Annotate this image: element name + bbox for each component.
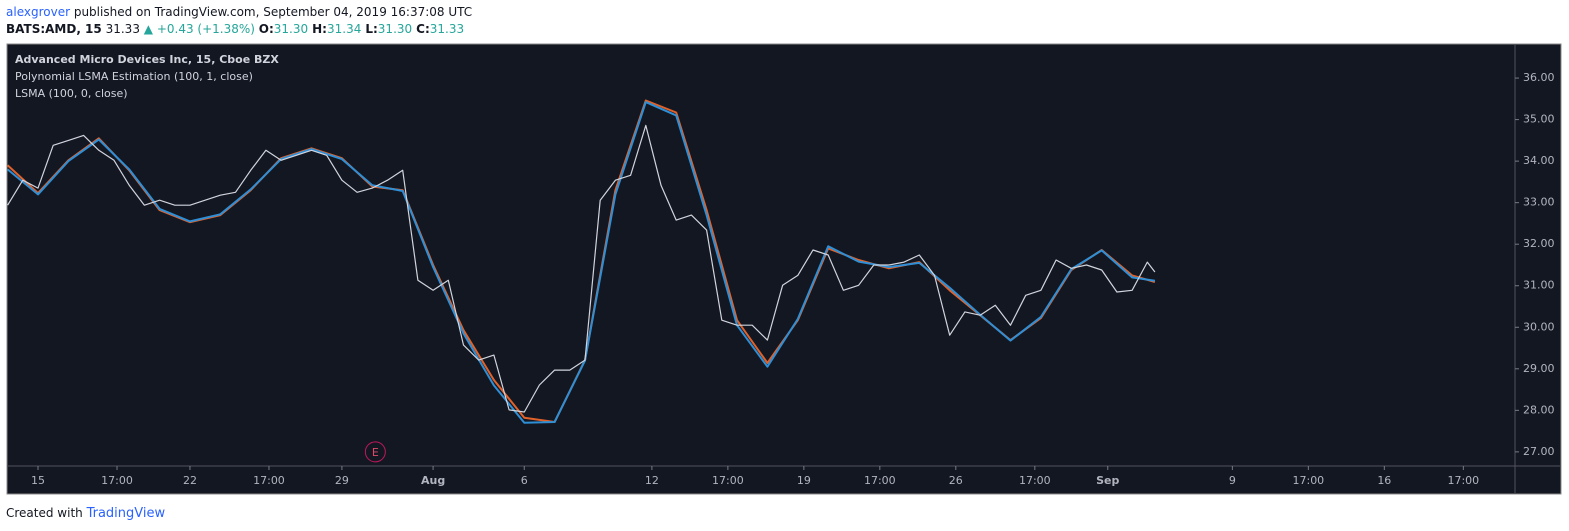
x-tick-label: 19 <box>797 474 811 487</box>
brand[interactable]: TradingView <box>86 506 166 521</box>
ohlc-value: 31.33 <box>429 22 465 36</box>
x-tick-label: 6 <box>521 474 528 487</box>
legend-entry: Advanced Micro Devices Inc, 15, Cboe BZX <box>15 53 279 66</box>
quote-line: BATS:AMD, 15 31.33 ▲ +0.43 (+1.38%) O:31… <box>6 22 468 36</box>
x-tick-label: Aug <box>421 474 445 487</box>
x-tick-label: 15 <box>31 474 45 487</box>
last: 31.33 <box>105 22 140 36</box>
publish-line: alexgrover published on TradingView.com,… <box>6 5 472 19</box>
x-tick-label: Sep <box>1096 474 1119 487</box>
y-tick-label: 29.00 <box>1523 362 1555 375</box>
ohlc-value: 31.30 <box>273 22 309 36</box>
ohlc-label: C: <box>416 22 430 36</box>
y-tick-label: 30.00 <box>1523 320 1555 333</box>
y-tick-label: 36.00 <box>1523 71 1555 84</box>
legend-entry: Polynomial LSMA Estimation (100, 1, clos… <box>15 70 253 83</box>
published: published on TradingView.com, September … <box>70 5 473 19</box>
symbol: BATS:AMD, 15 <box>6 22 102 36</box>
earnings-label: E <box>372 446 379 459</box>
change: ▲ +0.43 (+1.38%) <box>143 22 255 36</box>
x-tick-label: 17:00 <box>1019 474 1051 487</box>
y-tick-label: 27.00 <box>1523 445 1555 458</box>
x-tick-label: 26 <box>949 474 963 487</box>
x-tick-label: 17:00 <box>864 474 896 487</box>
x-tick-label: 22 <box>183 474 197 487</box>
y-tick-label: 28.00 <box>1523 403 1555 416</box>
footer: Created with TradingView <box>6 506 165 521</box>
x-tick-label: 17:00 <box>253 474 285 487</box>
y-tick-label: 32.00 <box>1523 237 1555 250</box>
ohlc: O:31.30 H:31.34 L:31.30 C:31.33 <box>259 22 468 36</box>
earnings-marker <box>364 441 386 463</box>
legend-entry: LSMA (100, 0, close) <box>15 87 128 100</box>
ohlc-value: 31.30 <box>377 22 413 36</box>
ohlc-label: L: <box>365 22 378 36</box>
x-tick-label: 17:00 <box>101 474 133 487</box>
y-tick-label: 35.00 <box>1523 113 1555 126</box>
created: Created with <box>6 506 83 520</box>
x-tick-label: 17:00 <box>1447 474 1479 487</box>
series-line <box>7 124 1156 413</box>
x-tick-label: 9 <box>1229 474 1236 487</box>
ohlc-value: 31.34 <box>326 22 362 36</box>
author[interactable]: alexgrover <box>6 5 71 19</box>
x-tick-label: 17:00 <box>712 474 744 487</box>
x-tick-label: 16 <box>1377 474 1391 487</box>
y-tick-label: 31.00 <box>1523 279 1555 292</box>
x-tick-label: 17:00 <box>1292 474 1324 487</box>
ohlc-label: H: <box>312 22 327 36</box>
chart-bg <box>6 43 1562 495</box>
y-tick-label: 33.00 <box>1523 196 1555 209</box>
ohlc-label: O: <box>258 22 274 36</box>
y-tick-label: 34.00 <box>1523 154 1555 167</box>
x-tick-label: 29 <box>335 474 349 487</box>
x-tick-label: 12 <box>645 474 659 487</box>
